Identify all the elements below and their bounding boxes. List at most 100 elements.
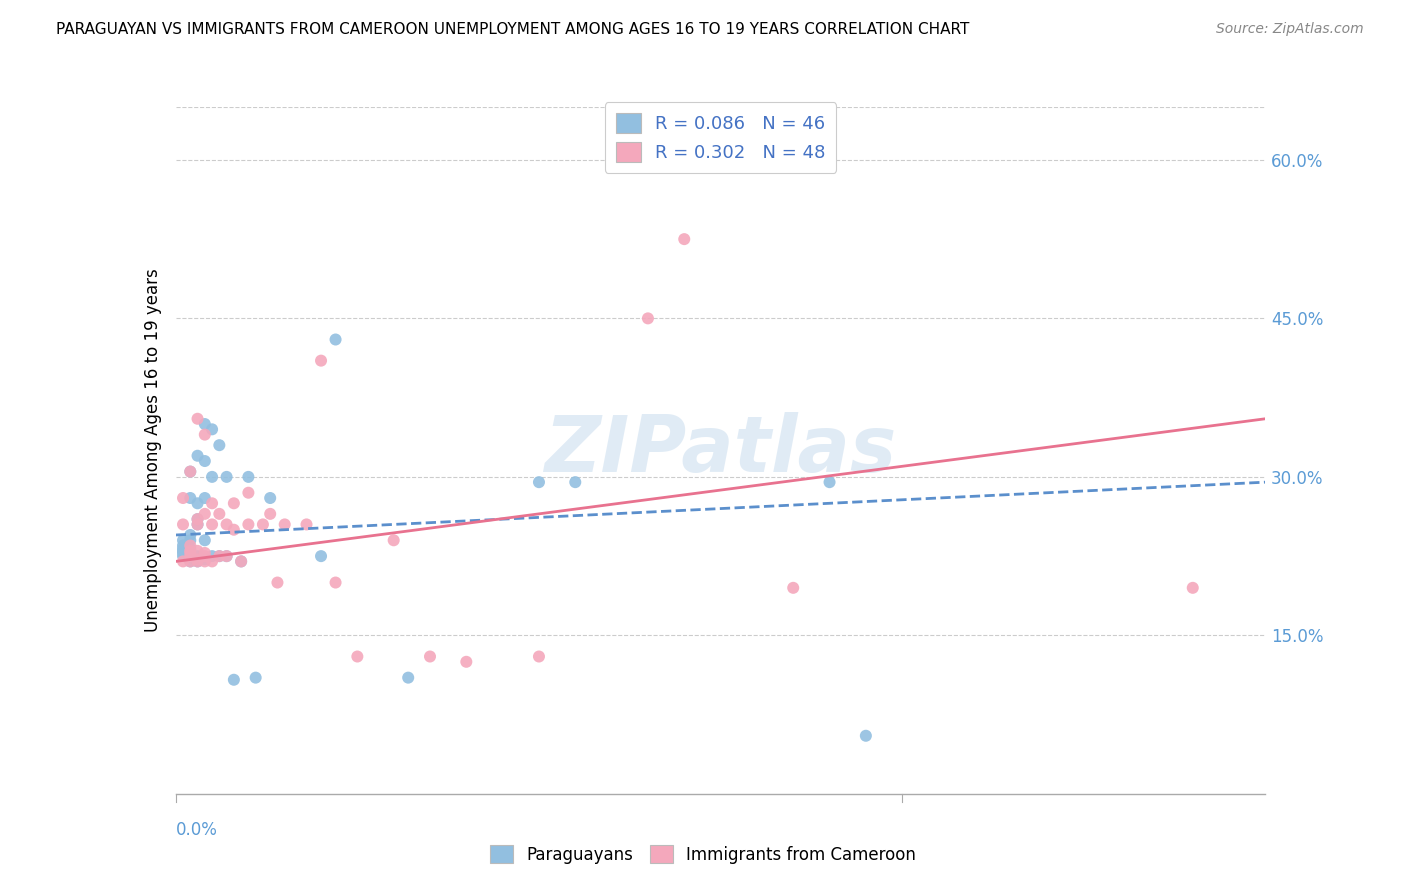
Point <box>186 496 209 510</box>
Point <box>673 232 696 246</box>
Point <box>782 581 804 595</box>
Point <box>194 552 217 566</box>
Point <box>186 512 209 526</box>
Point <box>186 549 209 563</box>
Point <box>238 517 260 532</box>
Text: PARAGUAYAN VS IMMIGRANTS FROM CAMEROON UNEMPLOYMENT AMONG AGES 16 TO 19 YEARS CO: PARAGUAYAN VS IMMIGRANTS FROM CAMEROON U… <box>56 22 970 37</box>
Point <box>186 411 209 425</box>
Point <box>179 539 201 553</box>
Point <box>172 554 194 568</box>
Point <box>201 496 224 510</box>
Point <box>172 549 194 563</box>
Point <box>186 512 209 526</box>
Point <box>238 470 260 484</box>
Point <box>172 541 194 556</box>
Point <box>179 549 201 563</box>
Point <box>194 491 217 505</box>
Point <box>527 475 550 490</box>
Point <box>259 507 281 521</box>
Point <box>172 544 194 558</box>
Point <box>179 554 201 568</box>
Point <box>215 517 238 532</box>
Point <box>238 485 260 500</box>
Point <box>201 422 224 436</box>
Point <box>186 554 209 568</box>
Point <box>172 491 194 505</box>
Point <box>396 671 419 685</box>
Point <box>252 517 274 532</box>
Point <box>325 333 347 347</box>
Point <box>179 554 201 568</box>
Point <box>194 427 217 442</box>
Point <box>564 475 586 490</box>
Point <box>179 546 201 560</box>
Point <box>201 554 224 568</box>
Point <box>215 549 238 563</box>
Point <box>208 549 231 563</box>
Point <box>325 575 347 590</box>
Point <box>382 533 405 548</box>
Legend: R = 0.086   N = 46, R = 0.302   N = 48: R = 0.086 N = 46, R = 0.302 N = 48 <box>605 103 837 173</box>
Text: 0.0%: 0.0% <box>176 822 218 839</box>
Y-axis label: Unemployment Among Ages 16 to 19 years: Unemployment Among Ages 16 to 19 years <box>143 268 162 632</box>
Point <box>231 554 253 568</box>
Point <box>194 533 217 548</box>
Point <box>208 549 231 563</box>
Point <box>222 673 245 687</box>
Point <box>419 649 441 664</box>
Point <box>637 311 659 326</box>
Point <box>186 517 209 532</box>
Text: ZIPatlas: ZIPatlas <box>544 412 897 489</box>
Point <box>1181 581 1204 595</box>
Point <box>201 470 224 484</box>
Point <box>201 549 224 563</box>
Point <box>309 353 332 368</box>
Point <box>186 552 209 566</box>
Text: Source: ZipAtlas.com: Source: ZipAtlas.com <box>1216 22 1364 37</box>
Point <box>245 671 267 685</box>
Point <box>194 549 217 563</box>
Point <box>179 541 201 556</box>
Point <box>194 417 217 431</box>
Point <box>179 552 201 566</box>
Point <box>346 649 368 664</box>
Point <box>186 552 209 566</box>
Point <box>186 554 209 568</box>
Point <box>179 549 201 563</box>
Point <box>231 554 253 568</box>
Point <box>259 491 281 505</box>
Point <box>527 649 550 664</box>
Point <box>194 554 217 568</box>
Point <box>179 465 201 479</box>
Point <box>172 539 194 553</box>
Point <box>194 454 217 468</box>
Point <box>179 465 201 479</box>
Point <box>201 517 224 532</box>
Point <box>186 449 209 463</box>
Point <box>172 517 194 532</box>
Point <box>179 544 201 558</box>
Point <box>456 655 478 669</box>
Point <box>194 507 217 521</box>
Point <box>179 528 201 542</box>
Point <box>222 523 245 537</box>
Point <box>179 533 201 548</box>
Point <box>215 470 238 484</box>
Point <box>186 517 209 532</box>
Point <box>266 575 288 590</box>
Point <box>172 546 194 560</box>
Point <box>295 517 318 532</box>
Point <box>186 544 209 558</box>
Point <box>855 729 877 743</box>
Point <box>818 475 841 490</box>
Point <box>309 549 332 563</box>
Point <box>179 546 201 560</box>
Point <box>208 507 231 521</box>
Point <box>179 491 201 505</box>
Legend: Paraguayans, Immigrants from Cameroon: Paraguayans, Immigrants from Cameroon <box>482 838 924 871</box>
Point <box>194 546 217 560</box>
Point <box>172 533 194 548</box>
Point <box>208 438 231 452</box>
Point <box>274 517 297 532</box>
Point <box>215 549 238 563</box>
